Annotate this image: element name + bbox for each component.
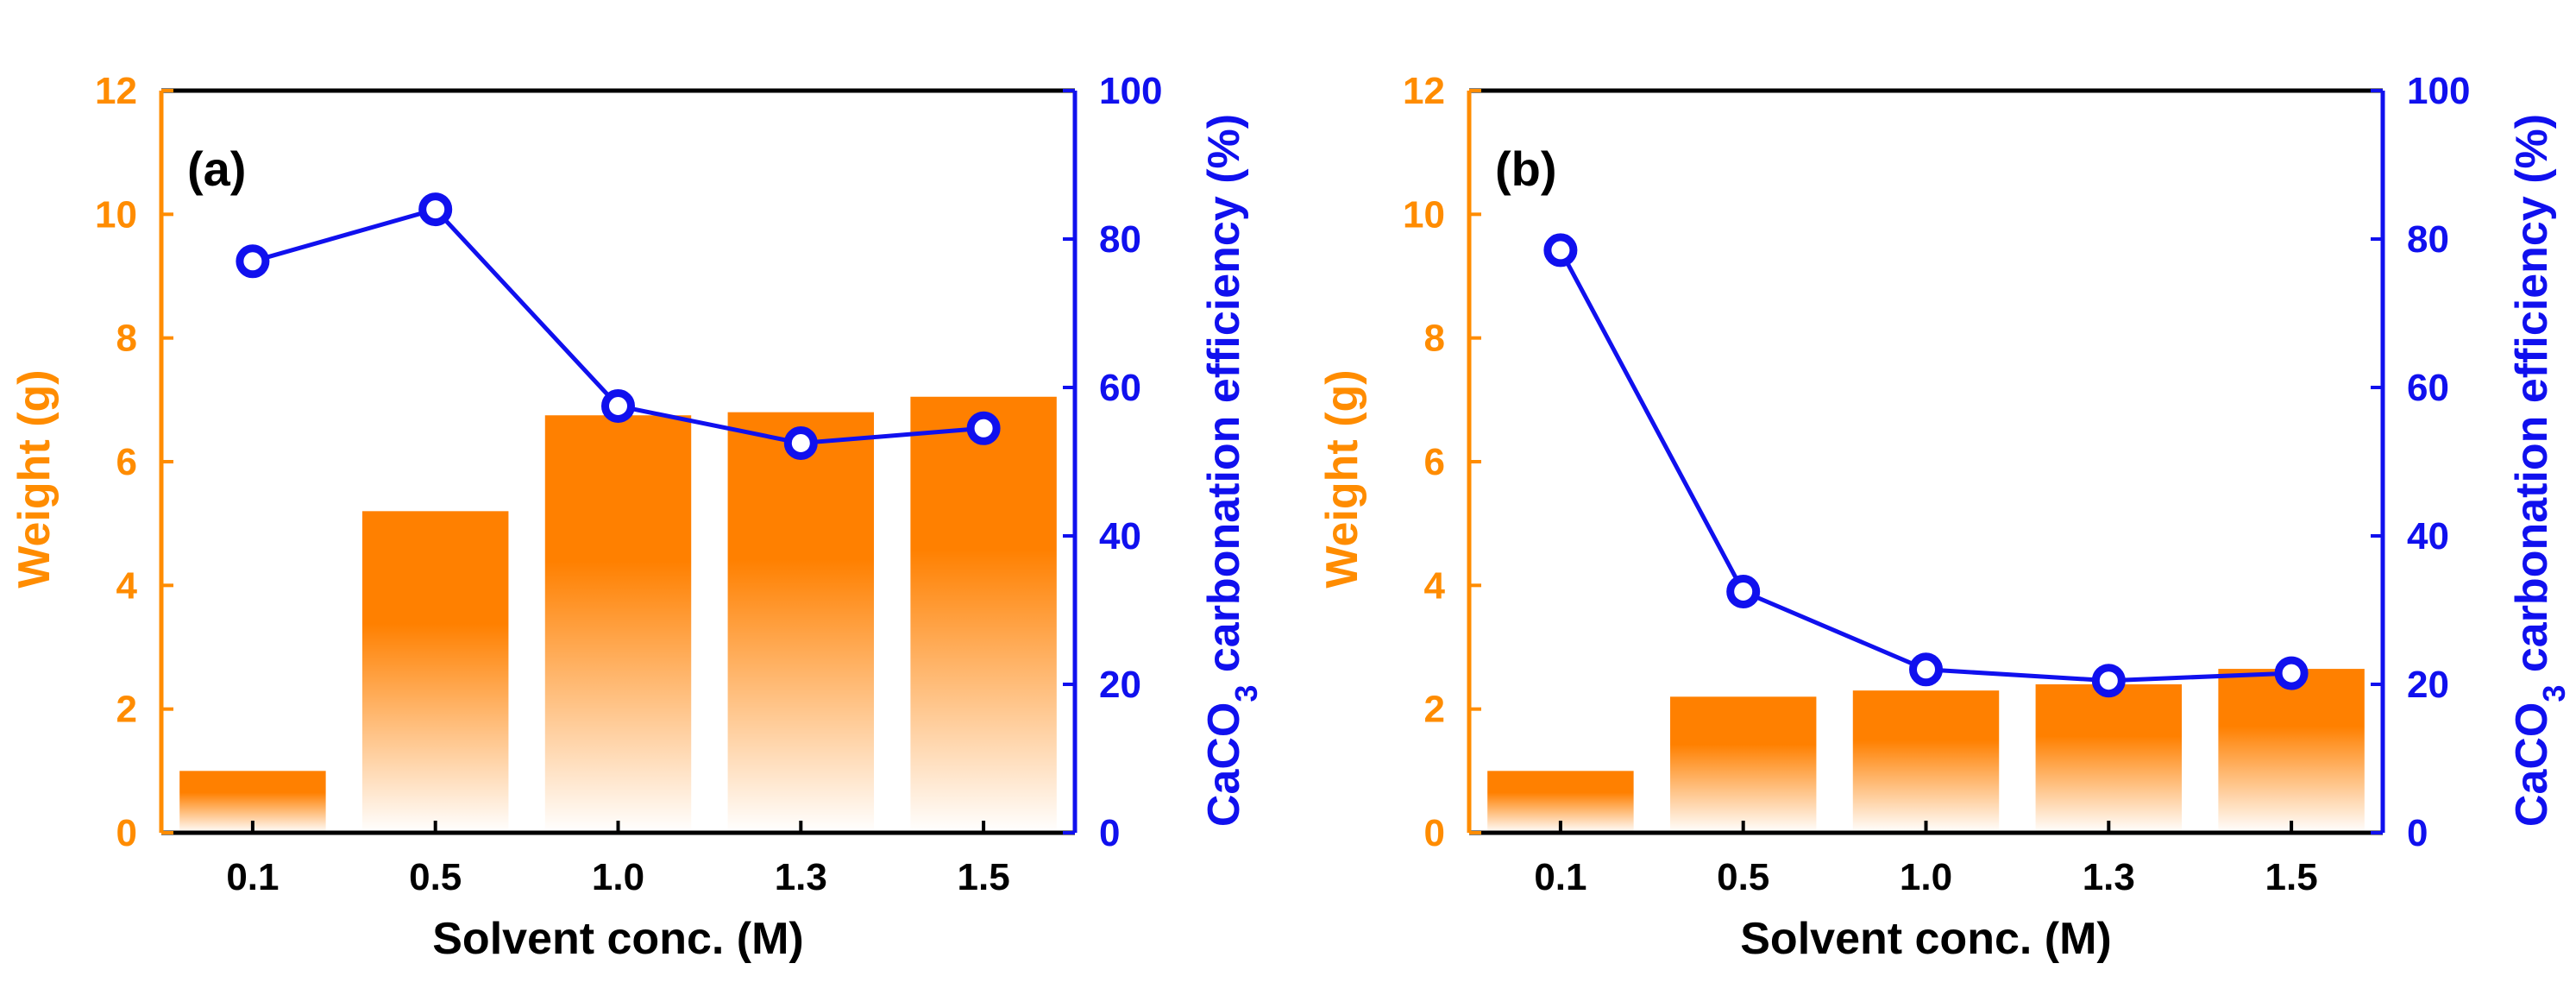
x-tick-label: 0.5 bbox=[409, 856, 462, 898]
right-y-tick-label: 100 bbox=[2407, 70, 2470, 112]
chart-panel-a: 0 2 4 6 8 10 12 0 20 40 60 80 100 0.1 0.5 1.0 1.3 1.5 Solv… bbox=[9, 70, 1264, 964]
x-tick-label: 1.0 bbox=[1900, 856, 1952, 898]
x-tick-label: 1.5 bbox=[958, 856, 1010, 898]
left-y-tick-label: 4 bbox=[1424, 564, 1446, 607]
left-y-tick-label: 0 bbox=[1424, 812, 1445, 854]
x-tick-label: 0.1 bbox=[226, 856, 279, 898]
efficiency-point bbox=[1543, 233, 1578, 268]
right-y-axis-label: CaCO3 carbonation efficiency (%) bbox=[2507, 114, 2572, 827]
right-y-tick-label: 80 bbox=[1099, 218, 1141, 261]
right-y-tick-label: 60 bbox=[1099, 367, 1141, 409]
efficiency-point bbox=[2091, 664, 2126, 698]
bar bbox=[544, 415, 692, 833]
right-y-tick-label: 60 bbox=[2407, 367, 2449, 409]
left-y-tick-label: 12 bbox=[95, 70, 137, 112]
left-y-tick-label: 0 bbox=[116, 812, 137, 854]
right-y-label-text: CaCO bbox=[1199, 702, 1249, 827]
right-y-tick-label: 0 bbox=[1099, 812, 1120, 854]
bar bbox=[910, 396, 1057, 833]
right-y-label-text: carbonation efficiency (%) bbox=[2507, 114, 2557, 685]
right-y-tick-label: 20 bbox=[1099, 664, 1141, 706]
bar bbox=[2035, 684, 2183, 833]
bar bbox=[1669, 696, 1817, 833]
efficiency-point bbox=[966, 411, 1001, 445]
right-y-label-text: carbonation efficiency (%) bbox=[1199, 114, 1249, 685]
panel-label: (a) bbox=[187, 142, 246, 196]
efficiency-point bbox=[1909, 652, 1943, 687]
left-y-axis-label: Weight (g) bbox=[1317, 369, 1367, 588]
right-y-axis-label: CaCO3 carbonation efficiency (%) bbox=[1199, 114, 1264, 827]
panel-label: (b) bbox=[1495, 142, 1557, 196]
efficiency-point bbox=[418, 192, 453, 227]
right-y-tick-label: 100 bbox=[1099, 70, 1162, 112]
right-y-tick-label: 40 bbox=[1099, 515, 1141, 557]
x-tick-label: 1.0 bbox=[592, 856, 644, 898]
x-tick-label: 1.3 bbox=[775, 856, 827, 898]
efficiency-point bbox=[1726, 575, 1761, 608]
bar bbox=[1852, 690, 2000, 833]
efficiency-point bbox=[601, 389, 635, 423]
left-y-tick-label: 12 bbox=[1403, 70, 1445, 112]
left-y-axis-label: Weight (g) bbox=[9, 369, 60, 588]
x-tick-label: 0.1 bbox=[1534, 856, 1586, 898]
efficiency-point bbox=[2274, 656, 2309, 690]
efficiency-point bbox=[783, 426, 818, 460]
left-y-tick-label: 2 bbox=[1424, 689, 1445, 731]
left-y-tick-label: 6 bbox=[116, 441, 137, 483]
x-axis-label: Solvent conc. (M) bbox=[432, 914, 803, 964]
bar bbox=[2218, 669, 2365, 833]
left-y-tick-label: 10 bbox=[95, 193, 137, 236]
bar bbox=[727, 412, 875, 833]
right-y-tick-label: 40 bbox=[2407, 515, 2449, 557]
right-y-label-subscript: 3 bbox=[2536, 685, 2572, 702]
x-tick-label: 0.5 bbox=[1717, 856, 1769, 898]
x-axis-label: Solvent conc. (M) bbox=[1740, 914, 2111, 964]
efficiency-line bbox=[1558, 249, 2292, 683]
x-tick-label: 1.5 bbox=[2265, 856, 2318, 898]
right-y-label-text: CaCO bbox=[2507, 702, 2557, 827]
left-y-tick-label: 10 bbox=[1403, 193, 1445, 236]
chart-panel-b: 0 2 4 6 8 10 12 0 20 40 60 80 100 0.1 0.5 1.0 1.3 1.5 Solv… bbox=[1317, 70, 2572, 964]
right-y-tick-label: 20 bbox=[2407, 664, 2449, 706]
right-y-tick-label: 80 bbox=[2407, 218, 2449, 261]
left-y-tick-label: 2 bbox=[116, 689, 137, 731]
efficiency-point bbox=[236, 244, 270, 279]
left-y-tick-label: 6 bbox=[1424, 441, 1445, 483]
left-y-tick-label: 4 bbox=[116, 564, 138, 607]
left-y-tick-label: 8 bbox=[116, 318, 137, 360]
x-tick-label: 1.3 bbox=[2083, 856, 2135, 898]
right-y-tick-label: 0 bbox=[2407, 812, 2428, 854]
right-y-label-subscript: 3 bbox=[1228, 685, 1264, 702]
left-y-tick-label: 8 bbox=[1424, 318, 1445, 360]
bar bbox=[361, 511, 509, 833]
